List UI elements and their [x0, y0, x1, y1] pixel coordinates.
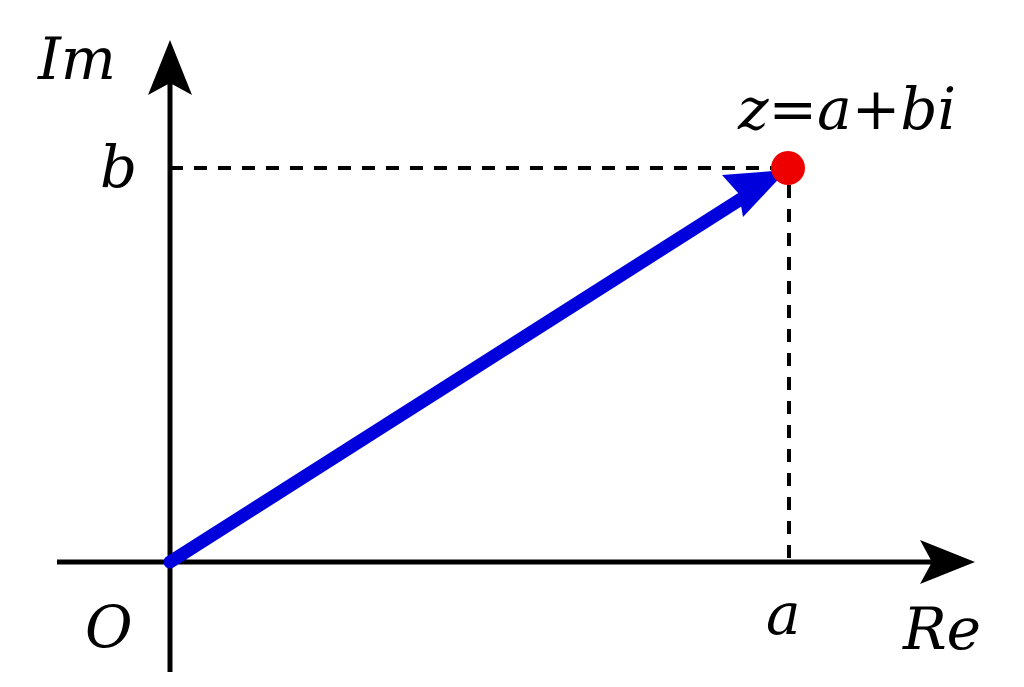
real-axis-arrowhead: [920, 540, 975, 584]
imaginary-part-label: b: [100, 133, 138, 201]
origin-label: O: [85, 593, 133, 661]
imaginary-axis-arrowhead: [148, 40, 192, 95]
point-label: z=a+bi: [738, 75, 957, 143]
vector-arrowhead: [722, 170, 787, 217]
real-axis-label: Re: [903, 595, 981, 663]
real-part-label: a: [766, 580, 801, 648]
point-z: [771, 151, 805, 185]
vector-arrow-shaft: [163, 185, 759, 569]
imaginary-axis-label: Im: [38, 25, 116, 93]
